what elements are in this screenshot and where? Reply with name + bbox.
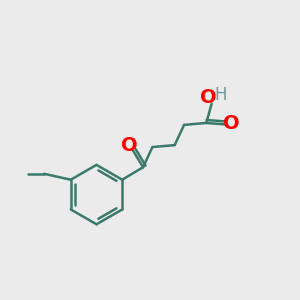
Text: O: O (200, 88, 217, 106)
Text: O: O (223, 114, 240, 133)
Text: H: H (214, 86, 227, 104)
Text: O: O (122, 136, 138, 154)
